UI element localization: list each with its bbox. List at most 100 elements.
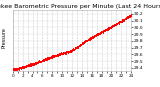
Point xyxy=(34,62,36,64)
Point xyxy=(50,55,53,57)
Point xyxy=(28,64,30,66)
Point xyxy=(103,30,106,31)
Point xyxy=(56,54,59,55)
Point xyxy=(45,58,48,60)
Point xyxy=(58,52,61,54)
Point xyxy=(119,20,122,22)
Point xyxy=(41,60,44,62)
Point xyxy=(68,50,70,52)
Point xyxy=(78,45,81,47)
Point xyxy=(16,67,19,69)
Point xyxy=(107,27,109,29)
Point xyxy=(64,52,67,53)
Point xyxy=(17,68,19,70)
Point xyxy=(28,64,30,66)
Point xyxy=(71,50,73,51)
Point xyxy=(12,68,15,70)
Point xyxy=(34,63,37,64)
Point xyxy=(81,43,84,44)
Point xyxy=(25,65,28,67)
Point xyxy=(114,24,116,26)
Point xyxy=(16,67,19,69)
Point xyxy=(118,21,120,23)
Point xyxy=(69,50,71,52)
Point xyxy=(104,29,106,30)
Point xyxy=(25,65,28,66)
Point xyxy=(51,56,54,57)
Point xyxy=(74,47,76,49)
Point xyxy=(114,24,116,25)
Point xyxy=(87,39,90,40)
Point xyxy=(46,57,49,58)
Point xyxy=(103,29,105,30)
Point xyxy=(112,24,115,25)
Point xyxy=(75,46,77,47)
Point xyxy=(55,55,57,57)
Point xyxy=(40,60,42,61)
Point xyxy=(29,64,32,66)
Point xyxy=(12,69,15,70)
Point xyxy=(129,15,132,17)
Point xyxy=(25,65,28,66)
Point xyxy=(113,23,116,24)
Point xyxy=(105,28,108,30)
Point xyxy=(51,56,53,57)
Point xyxy=(61,53,64,54)
Point xyxy=(31,64,33,65)
Point xyxy=(52,55,55,56)
Point xyxy=(32,63,35,64)
Point xyxy=(90,37,92,39)
Point xyxy=(77,45,80,47)
Point xyxy=(97,33,100,35)
Point xyxy=(55,54,58,55)
Point xyxy=(108,27,110,28)
Point xyxy=(90,38,92,39)
Point xyxy=(46,58,48,59)
Point xyxy=(105,29,108,30)
Point xyxy=(22,67,25,68)
Point xyxy=(37,61,39,62)
Point xyxy=(12,68,15,70)
Point xyxy=(88,38,91,39)
Point xyxy=(110,25,113,27)
Point xyxy=(99,32,102,33)
Point xyxy=(96,34,99,36)
Point xyxy=(47,57,50,58)
Point xyxy=(38,61,40,63)
Point xyxy=(72,49,74,51)
Point xyxy=(112,24,114,25)
Point xyxy=(46,57,49,58)
Point xyxy=(92,36,95,37)
Point xyxy=(67,52,69,53)
Point xyxy=(120,21,122,22)
Point xyxy=(48,58,51,59)
Point xyxy=(81,43,83,44)
Point xyxy=(75,46,78,48)
Point xyxy=(96,34,98,35)
Point xyxy=(83,42,85,43)
Point xyxy=(130,14,132,15)
Point xyxy=(30,64,33,65)
Point xyxy=(108,27,111,29)
Point xyxy=(102,29,105,31)
Point xyxy=(93,36,96,37)
Point xyxy=(108,27,110,28)
Point xyxy=(59,53,62,54)
Point xyxy=(38,61,41,63)
Point xyxy=(84,41,86,43)
Point xyxy=(95,34,98,36)
Point xyxy=(101,31,103,32)
Point xyxy=(32,63,34,65)
Point xyxy=(60,53,63,54)
Point xyxy=(63,51,65,53)
Point xyxy=(45,57,48,59)
Point xyxy=(120,21,122,22)
Point xyxy=(61,53,63,55)
Point xyxy=(13,69,15,71)
Point xyxy=(91,35,94,37)
Point xyxy=(16,68,18,69)
Point xyxy=(57,54,60,55)
Point xyxy=(86,39,89,40)
Point xyxy=(103,29,105,31)
Point xyxy=(21,67,23,68)
